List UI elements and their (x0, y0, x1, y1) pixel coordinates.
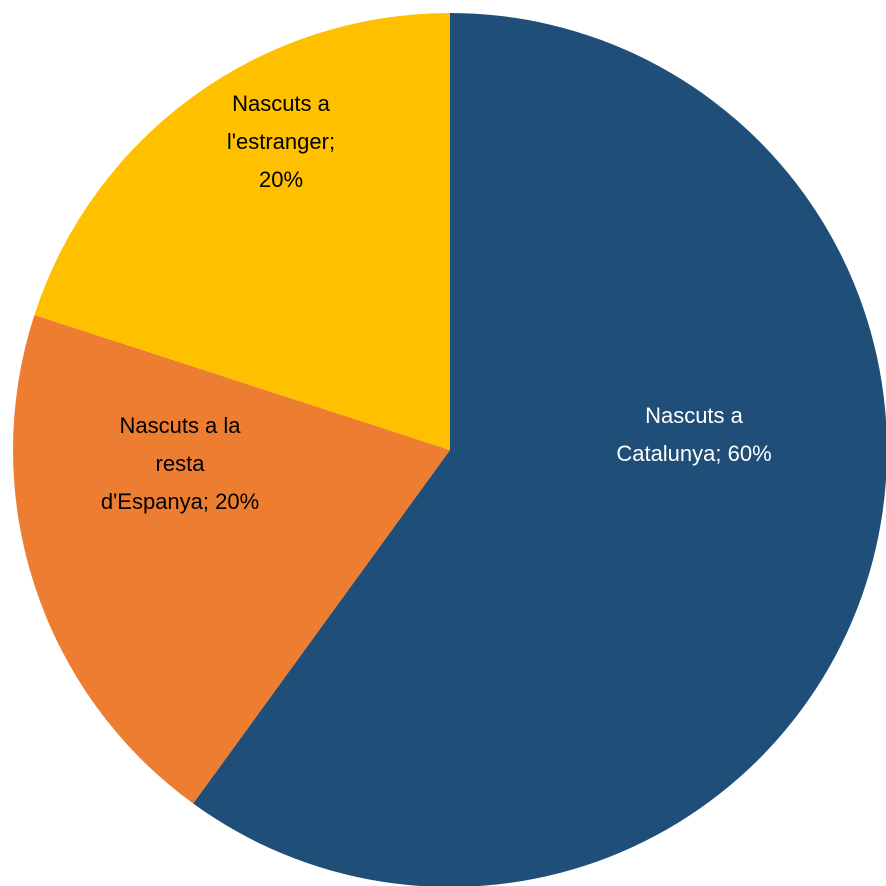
pie-slice-2 (13, 314, 450, 804)
pie-slice-label-line: Nascuts a (645, 403, 744, 428)
pie-slice-label-2: Nascuts a la resta d'Espanya; 20% (101, 413, 259, 514)
pie-slice-label-3: Nascuts a l'estranger; 20% (227, 91, 335, 192)
pie-slice-label-line: resta (156, 451, 206, 476)
pie-labels: Nascuts a Catalunya; 60% Nascuts a la resta… (101, 91, 772, 514)
pie-slice-label-line: Nascuts a (232, 91, 331, 116)
pie-slices (13, 13, 886, 886)
pie-slice-3 (34, 13, 450, 450)
pie-slice-label-line: Catalunya; 60% (616, 441, 771, 466)
pie-slice-1 (193, 13, 886, 886)
pie-slice-label-1: Nascuts a Catalunya; 60% (616, 403, 771, 466)
pie-slice-label-line: Nascuts a la (119, 413, 241, 438)
pie-slice-label-line: l'estranger; (227, 129, 335, 154)
pie-slice-label-line: d'Espanya; 20% (101, 489, 259, 514)
pie-slice-label-line: 20% (259, 167, 303, 192)
